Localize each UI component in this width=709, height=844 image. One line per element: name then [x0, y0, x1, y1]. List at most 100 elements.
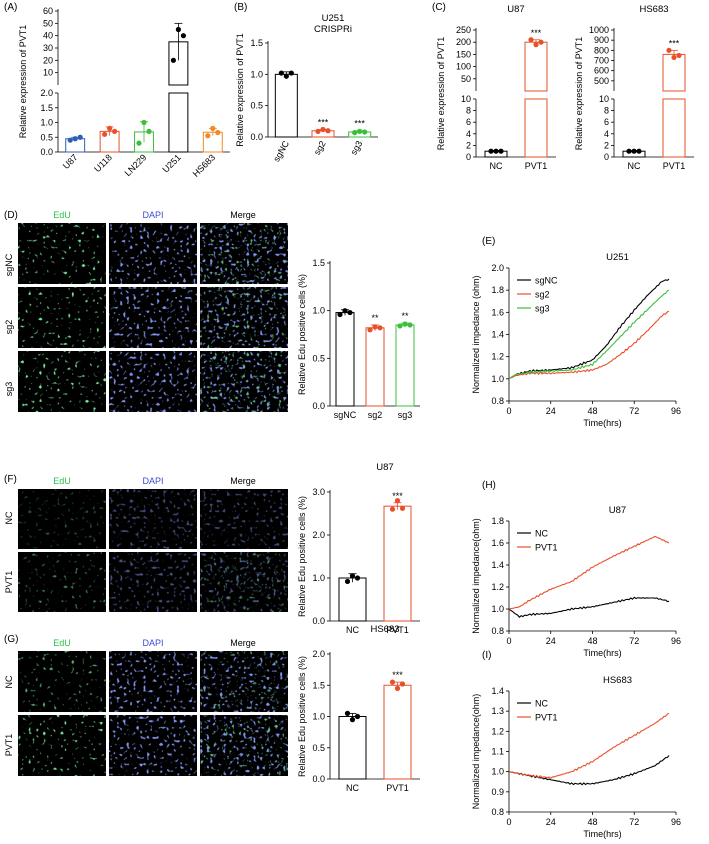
data-point: [136, 140, 142, 146]
data-point: [344, 578, 351, 585]
micrograph-panel-d: EdU DAPI Merge sgNC sg2 sg3: [4, 210, 288, 412]
y-tick-label: 50: [43, 18, 53, 28]
y-tick-label: 10: [599, 94, 609, 104]
y-tick-label: 0: [466, 152, 471, 162]
row-label-nc: NC: [4, 511, 14, 524]
chart-e-impedance: 0.8 1.0 1.2 1.4 1.6 1.8 2.0 0 24 48 72 96 Time(hrs) N…: [471, 252, 681, 428]
x-tick-label: LN229: [123, 152, 149, 178]
y-tick-label: 1.0: [312, 573, 325, 583]
panel-label-f: (F): [4, 474, 17, 485]
bar: [365, 327, 385, 407]
x-tick-label: NC: [628, 161, 641, 171]
legend-label: PVT1: [535, 713, 558, 723]
legend-label: NC: [535, 529, 548, 539]
y-tick-label: 1.0: [250, 69, 263, 79]
data-point: [394, 498, 401, 504]
data-point: [315, 128, 321, 134]
y-axis-label: Relative expression of PVT1: [235, 33, 245, 147]
data-point: [538, 39, 544, 45]
panel-label-c: (C): [432, 2, 446, 13]
data-point: [389, 506, 396, 512]
y-tick-label: 4: [466, 129, 471, 139]
significance-label: ***: [392, 491, 403, 501]
y-tick-label: 0.5: [40, 132, 53, 142]
x-tick-label: 24: [546, 636, 556, 646]
y-axis-label: Relative expression of PVT1: [436, 37, 446, 151]
y-tick-label: 50: [461, 74, 471, 84]
y-tick-label: 0.8: [491, 396, 504, 406]
bar-lower: [524, 98, 548, 158]
bar-upper: [524, 41, 548, 92]
x-tick-label: PVT1: [386, 625, 409, 635]
chart-g-edu: 0.0 0.5 1.0 1.5 2.0 NC *** PVT1 Relative Edu pos…: [297, 624, 420, 793]
data-point: [389, 679, 396, 685]
y-tick-label: 1.2: [491, 582, 504, 592]
chart-d-edu: 0.0 0.5 1.0 1.5 sgNC ** sg2 ** sg3 Relative Edu p…: [297, 258, 420, 420]
y-tick-label: 1.2: [491, 352, 504, 362]
y-tick-label: 1.0: [491, 767, 504, 777]
chart-title: U87: [609, 505, 626, 516]
significance-label: ***: [318, 117, 329, 127]
data-point: [676, 52, 682, 59]
header-edu: EdU: [53, 210, 71, 220]
y-tick-label: 2.0: [491, 263, 504, 273]
micrograph-panel-f: EdU DAPI Merge NC PVT1: [4, 476, 288, 612]
data-point: [210, 125, 216, 131]
y-tick-label: 8: [604, 106, 609, 116]
x-tick-label: NC: [346, 783, 359, 793]
significance-label: ***: [669, 38, 680, 48]
data-point: [278, 70, 284, 76]
data-point: [320, 126, 326, 133]
data-point: [626, 148, 632, 154]
panel-label-a: (A): [4, 2, 17, 13]
x-tick-label: PVT1: [386, 783, 409, 793]
data-point: [283, 73, 289, 79]
x-tick-label: 0: [506, 406, 511, 416]
y-tick-label: 3.0: [312, 487, 325, 497]
chart-f-edu: 0.0 1.0 2.0 3.0 NC *** PVT1 Relative Edu positi…: [297, 462, 420, 635]
y-axis-label: Relative Edu positive cells (%): [297, 656, 307, 777]
chart-title: HS683: [639, 4, 668, 15]
y-tick-label: 1.0: [491, 374, 504, 384]
data-point: [107, 125, 113, 131]
data-point: [112, 128, 118, 134]
chart-a-expression: 0.0 0.5 1.0 1.5 2.0 10 20 30 40 50 60 U87 U118 LN229 U…: [18, 6, 230, 179]
y-axis-label: Relative Edu positive cells (%): [297, 274, 307, 395]
y-tick-label: 2.0: [312, 649, 325, 659]
data-point: [72, 136, 78, 142]
y-axis-label: Normalized impedance(ohm): [471, 694, 481, 810]
y-tick-label: 0.5: [312, 353, 325, 363]
bar: [338, 716, 367, 780]
micro-tiles-g: [18, 651, 288, 776]
row-label-nc: NC: [4, 675, 14, 688]
x-tick-label: 96: [671, 406, 681, 416]
y-tick-label: 0.0: [312, 616, 325, 626]
chart-title: HS683: [370, 624, 399, 635]
y-tick-label: 20: [43, 55, 53, 65]
row-label-sgnc: sgNC: [4, 253, 14, 276]
series-line-pvt1: [508, 535, 670, 610]
panel-label-d: (D): [4, 210, 18, 221]
data-point: [344, 710, 351, 716]
y-tick-label: 1.0: [312, 712, 325, 722]
x-tick-label: 72: [629, 406, 639, 416]
row-label-pvt1: PVT1: [4, 734, 14, 757]
x-tick-label: 72: [629, 636, 639, 646]
x-tick-label: 24: [546, 406, 556, 416]
chart-i-impedance: 0.8 0.9 1.0 1.1 1.2 1.3 1.4 0 24 48 72 96 Time(hrs) N…: [471, 675, 681, 839]
chart-title: HS683: [603, 675, 632, 686]
series-line-sgnc: [508, 278, 670, 380]
data-point: [102, 131, 108, 137]
y-tick-label: 10: [43, 68, 53, 78]
header-merge: Merge: [230, 638, 256, 648]
data-point: [349, 717, 356, 723]
x-tick-label: sgNC: [334, 410, 357, 420]
bar: [335, 312, 355, 407]
row-label-sg3: sg3: [4, 382, 14, 397]
y-tick-label: 0.0: [312, 401, 325, 411]
x-tick-label: PVT1: [663, 161, 686, 171]
y-tick-label: 100: [456, 62, 471, 72]
x-tick-label: NC: [490, 161, 503, 171]
y-tick-label: 800: [594, 45, 609, 55]
y-tick-label: 1.4: [491, 330, 504, 340]
